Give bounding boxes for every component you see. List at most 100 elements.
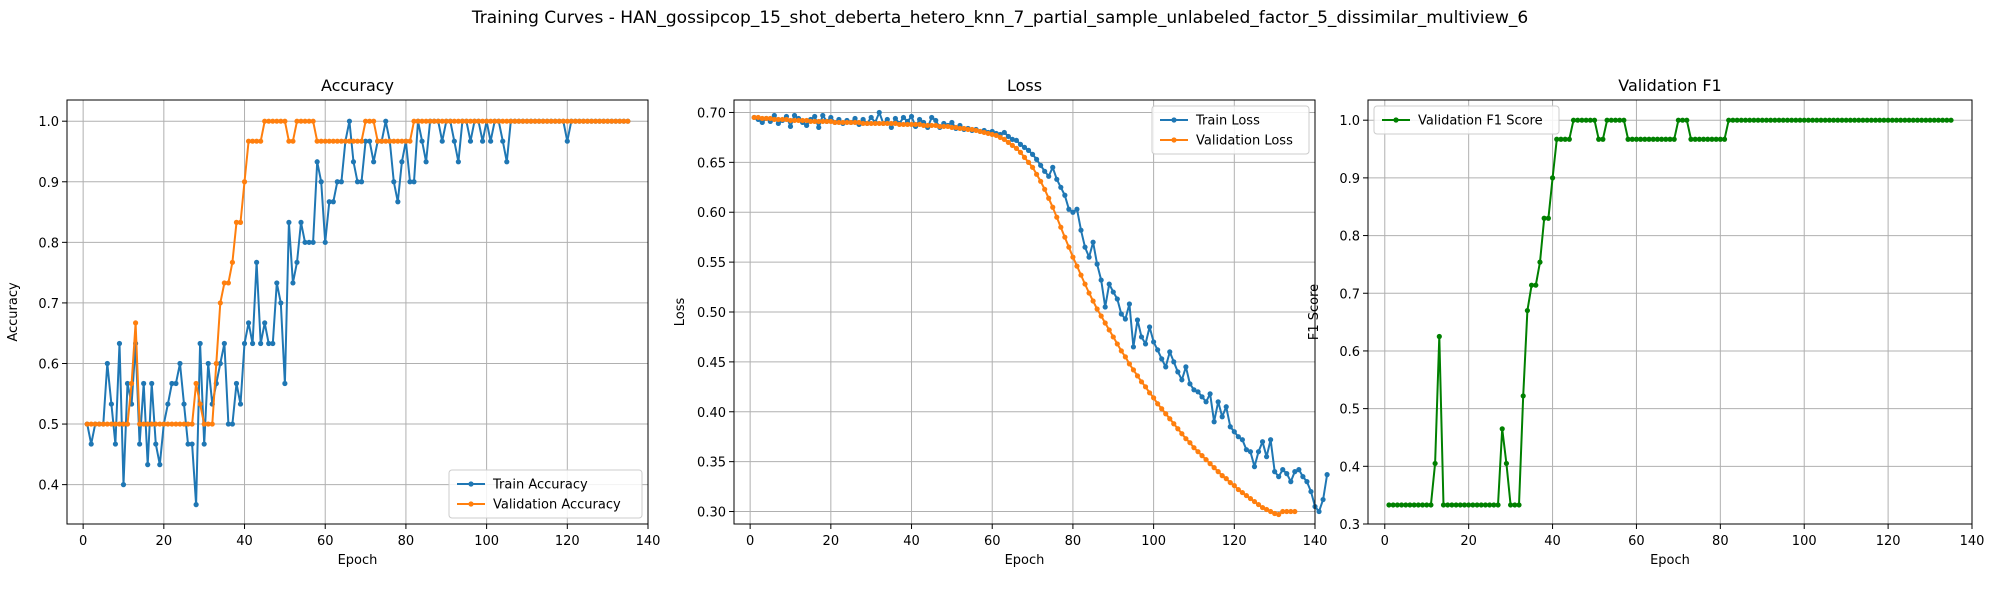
data-point (318, 138, 324, 144)
data-point (1591, 117, 1598, 123)
x-tick-label: 140 (636, 534, 661, 549)
data-point (1163, 364, 1169, 370)
data-point (1284, 471, 1290, 477)
data-point (245, 320, 252, 326)
legend-box (448, 469, 643, 519)
data-point (977, 128, 983, 135)
data-point (157, 421, 163, 427)
data-point (596, 118, 603, 124)
data-point (245, 138, 252, 144)
data-point (1292, 508, 1298, 515)
data-point (254, 259, 260, 265)
data-point (613, 118, 619, 124)
data-point (1058, 224, 1064, 230)
data-point (1642, 136, 1648, 142)
data-point (1243, 447, 1250, 453)
data-point (779, 116, 786, 123)
data-point (1247, 495, 1254, 502)
data-point (1482, 502, 1489, 508)
data-point (1179, 431, 1185, 437)
x-tick-label: 120 (555, 534, 580, 549)
data-point (820, 118, 826, 125)
data-point (1038, 178, 1044, 184)
data-point (1679, 117, 1686, 123)
data-point (1263, 506, 1270, 513)
data-point (294, 118, 300, 124)
data-point (306, 239, 312, 245)
data-point (556, 118, 562, 124)
series-line-1 (87, 120, 628, 426)
data-point (217, 300, 223, 306)
data-point (1118, 348, 1124, 354)
data-point (1797, 117, 1803, 123)
data-point (241, 179, 248, 185)
x-tick-label: 40 (236, 534, 253, 549)
data-point (1810, 117, 1816, 123)
data-point (791, 117, 798, 124)
data-point (1638, 136, 1644, 142)
data-point (568, 118, 574, 124)
data-point (1587, 117, 1593, 123)
data-point (153, 421, 159, 427)
data-point (145, 421, 151, 427)
data-point (423, 159, 429, 165)
y-tick-label: 0.5 (1339, 403, 1360, 418)
axes-frame (1367, 99, 1973, 525)
data-point (217, 360, 223, 367)
data-point (367, 138, 373, 144)
data-point (193, 380, 199, 387)
data-point (338, 138, 344, 144)
data-point (88, 441, 94, 447)
data-point (1009, 136, 1015, 143)
data-point (1583, 117, 1589, 123)
data-point (981, 129, 987, 136)
data-point (852, 119, 858, 126)
data-point (165, 421, 171, 427)
data-point (1516, 502, 1522, 508)
y-tick-label: 0.6 (1339, 345, 1360, 360)
data-point (1005, 139, 1011, 145)
legend-swatch-marker (1171, 117, 1177, 123)
x-tick-label: 120 (1222, 534, 1247, 549)
data-point (1919, 117, 1925, 123)
data-point (1533, 282, 1539, 288)
data-point (1948, 117, 1954, 123)
y-tick-label: 0.3 (1339, 518, 1360, 533)
data-point (411, 118, 417, 124)
data-point (358, 138, 365, 144)
data-point (520, 118, 526, 124)
data-point (1663, 136, 1669, 142)
data-point (1195, 449, 1201, 455)
y-tick-label: 1.0 (38, 115, 59, 130)
data-point (1122, 354, 1128, 360)
data-point (1235, 434, 1241, 440)
data-point (358, 179, 365, 185)
data-point (989, 131, 995, 138)
data-point (290, 138, 296, 144)
data-point (237, 401, 244, 407)
data-point (233, 380, 240, 387)
data-point (544, 118, 550, 124)
data-point (169, 380, 175, 387)
data-point (120, 421, 127, 427)
data-point (1276, 511, 1282, 518)
data-point (322, 138, 328, 144)
data-point (916, 116, 923, 123)
data-point (1243, 492, 1250, 499)
data-point (1851, 117, 1858, 123)
data-point (1667, 136, 1673, 142)
data-point (322, 239, 328, 245)
data-point (824, 118, 830, 125)
data-point (241, 340, 248, 347)
data-point (1830, 117, 1837, 123)
data-point (1098, 277, 1104, 283)
data-point (1191, 387, 1197, 393)
data-point (1814, 117, 1820, 123)
data-point (350, 138, 357, 144)
data-point (904, 121, 911, 128)
data-point (1801, 117, 1807, 123)
data-point (1730, 117, 1736, 123)
y-tick-label: 0.5 (38, 418, 59, 433)
data-point (1078, 272, 1084, 278)
legend-swatch-marker (1171, 137, 1177, 143)
